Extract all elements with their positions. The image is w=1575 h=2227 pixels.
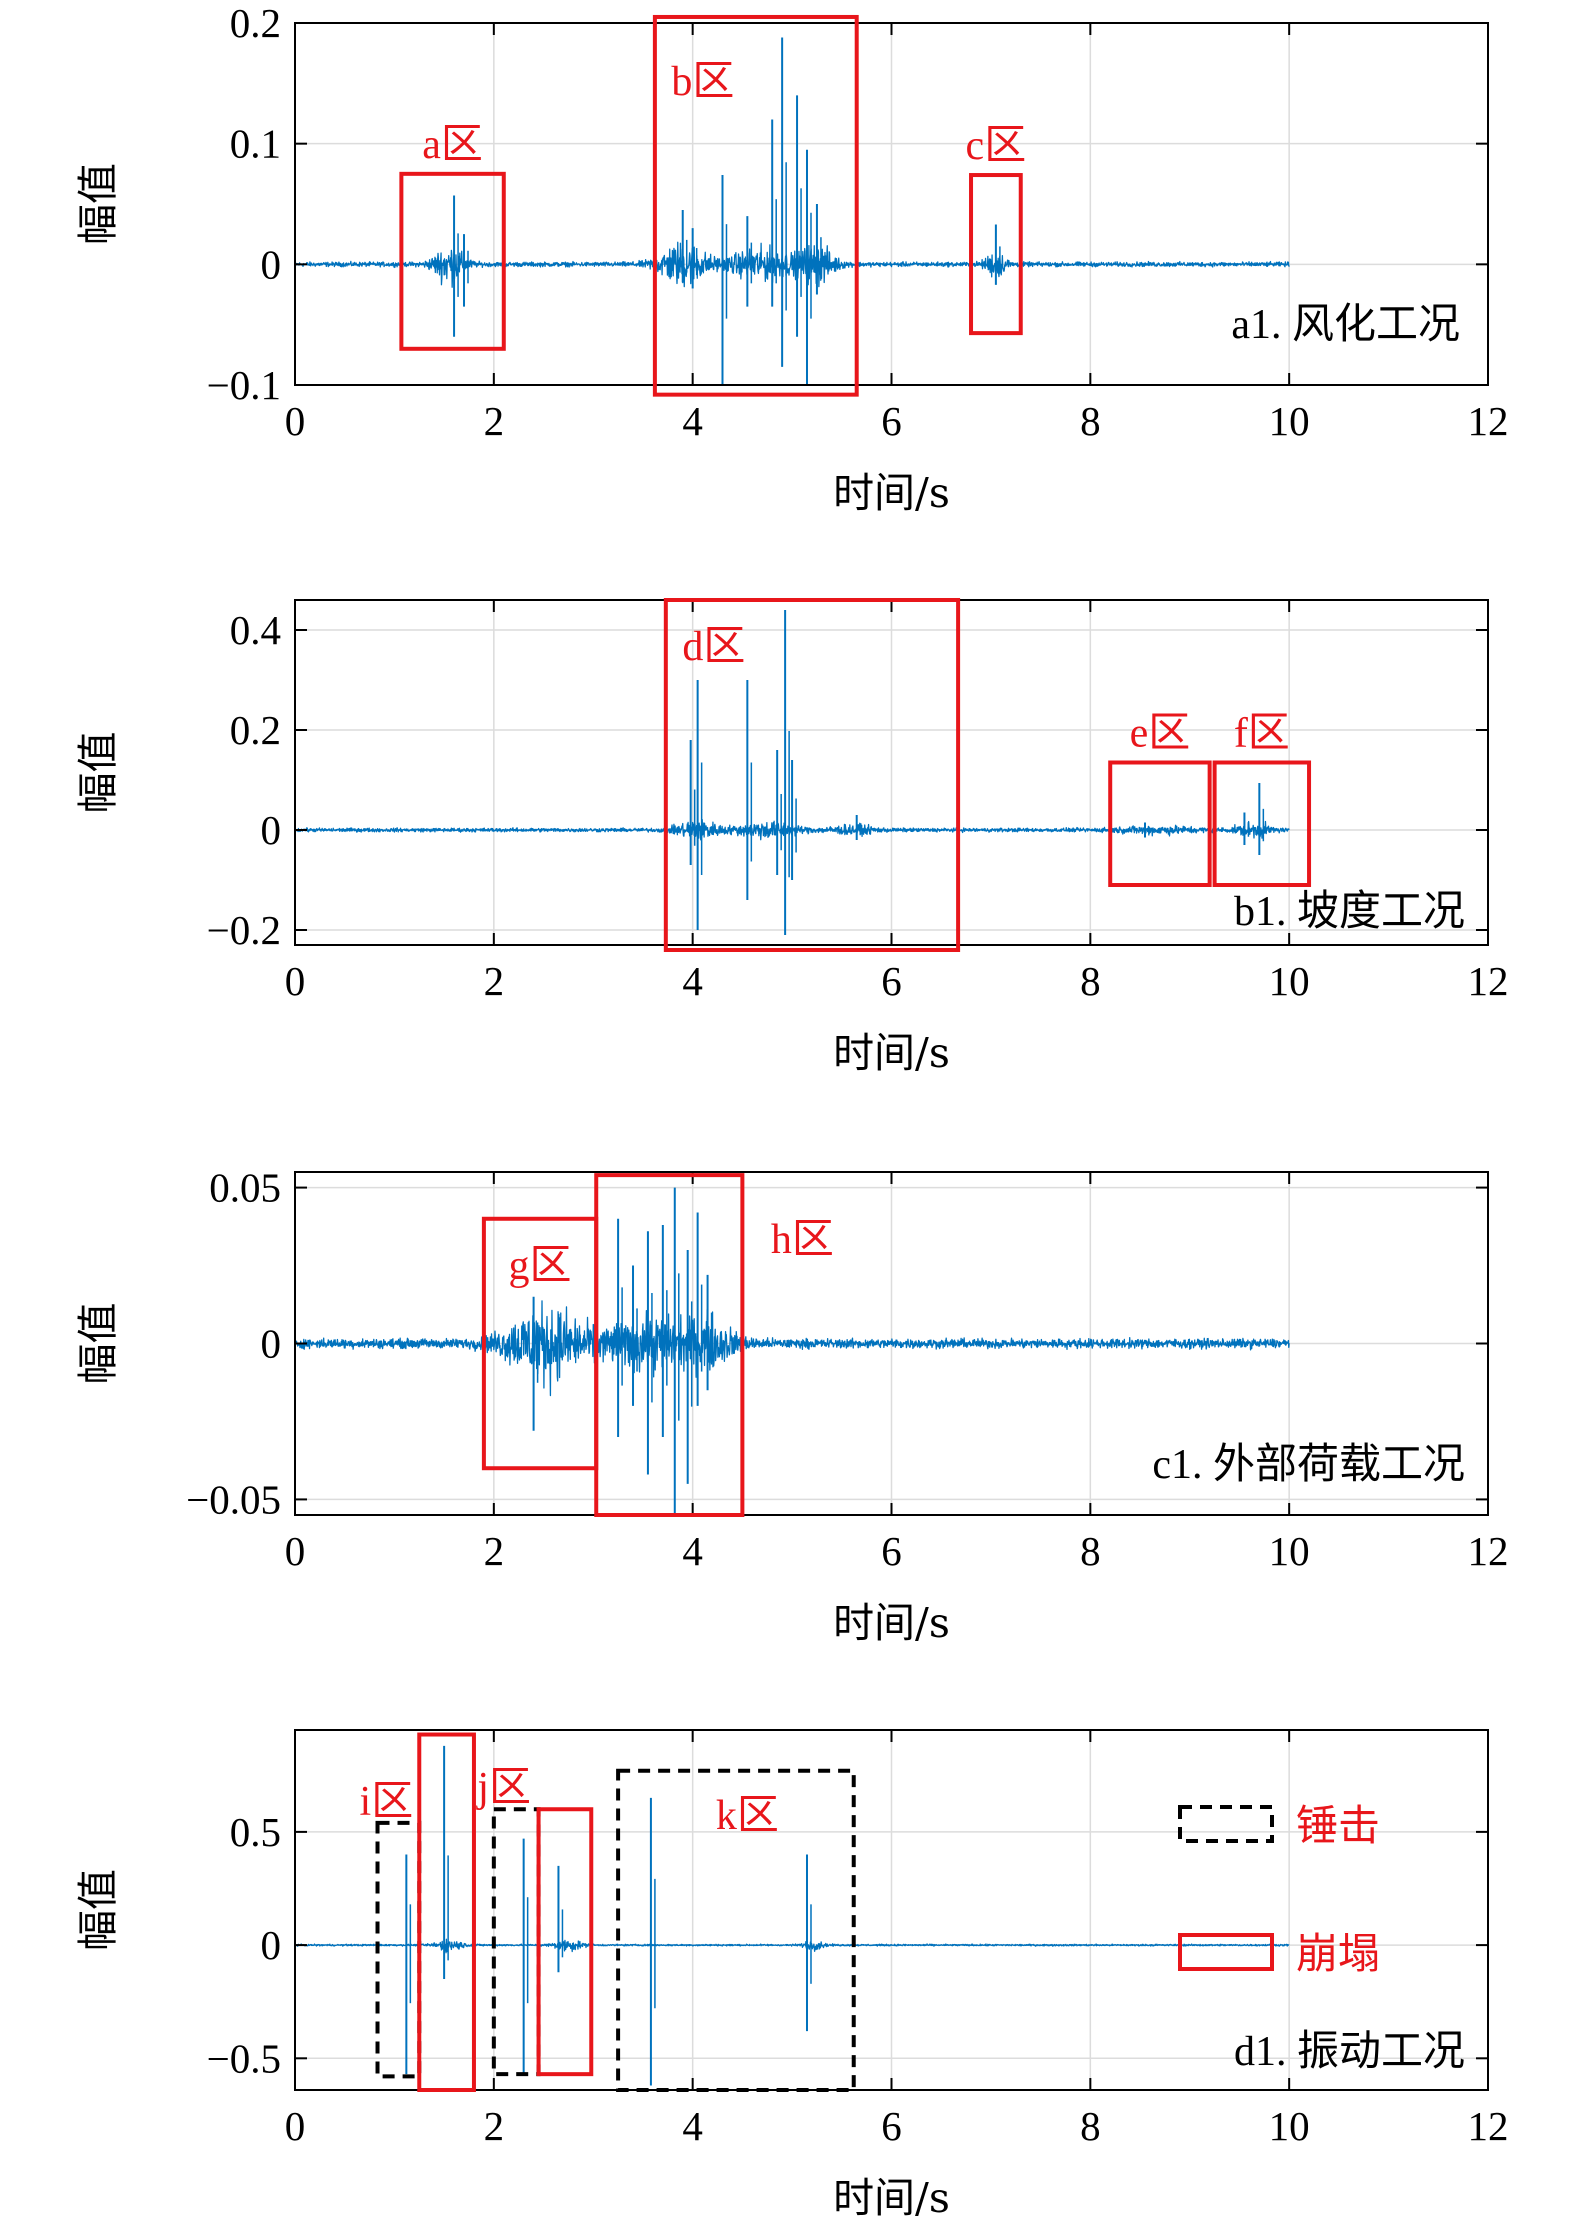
collapse-box xyxy=(594,1173,745,1517)
x-axis-label: 时间/s xyxy=(833,1599,950,1647)
x-tick-label: 6 xyxy=(881,1528,902,1574)
y-tick-label: 0.05 xyxy=(209,1165,281,1211)
y-tick-label: 0.5 xyxy=(230,1809,281,1855)
y-axis-label: 幅值 xyxy=(74,163,122,245)
x-tick-label: 10 xyxy=(1269,2103,1310,2149)
x-tick-label: 2 xyxy=(484,958,505,1004)
y-tick-label: 0 xyxy=(261,807,282,853)
legend-label: 崩塌 xyxy=(1296,1929,1380,1978)
y-axis-label: 幅值 xyxy=(74,1303,122,1385)
x-tick-label: 2 xyxy=(484,2103,505,2149)
signal-trace xyxy=(294,241,1290,288)
x-tick-label: 0 xyxy=(285,958,306,1004)
x-axis-label: 时间/s xyxy=(833,1029,950,1077)
hammer-box xyxy=(375,1820,422,2079)
x-tick-label: 10 xyxy=(1269,958,1310,1004)
y-axis-label: 幅值 xyxy=(74,1869,122,1951)
condition-label: c1. 外部荷载工况 xyxy=(1152,1442,1465,1488)
x-tick-label: 10 xyxy=(1269,398,1310,444)
x-tick-label: 12 xyxy=(1468,398,1509,444)
collapse-box xyxy=(969,173,1023,336)
x-tick-label: 4 xyxy=(682,958,703,1004)
x-tick-label: 6 xyxy=(881,958,902,1004)
y-tick-label: −0.05 xyxy=(186,1476,281,1522)
hammer-box xyxy=(491,1807,541,2077)
collapse-box xyxy=(1212,760,1312,887)
region-label: g区 xyxy=(509,1243,572,1289)
x-tick-label: 8 xyxy=(1080,1528,1101,1574)
y-tick-label: 0 xyxy=(261,1321,282,1367)
signal-trace xyxy=(294,1300,1290,1397)
region-label: b区 xyxy=(671,59,734,105)
region-label: e区 xyxy=(1130,711,1191,757)
x-tick-label: 6 xyxy=(881,2103,902,2149)
x-tick-label: 12 xyxy=(1468,1528,1509,1574)
x-tick-label: 0 xyxy=(285,2103,306,2149)
x-tick-label: 8 xyxy=(1080,398,1101,444)
collapse-box xyxy=(536,1807,594,2077)
x-tick-label: 2 xyxy=(484,398,505,444)
legend-hammer-swatch xyxy=(1178,1805,1274,1843)
region-label: c区 xyxy=(966,123,1027,169)
x-tick-label: 0 xyxy=(285,398,306,444)
x-tick-label: 4 xyxy=(682,1528,703,1574)
y-tick-label: 0 xyxy=(261,1922,282,1968)
x-axis-label: 时间/s xyxy=(833,2174,950,2222)
x-tick-label: 0 xyxy=(285,1528,306,1574)
x-tick-label: 12 xyxy=(1468,958,1509,1004)
y-axis-label: 幅值 xyxy=(74,732,122,814)
y-tick-label: 0 xyxy=(261,241,282,287)
collapse-box xyxy=(1108,760,1212,887)
legend-label: 锤击 xyxy=(1296,1801,1380,1850)
region-label: a区 xyxy=(422,122,483,168)
region-label: d区 xyxy=(682,624,745,670)
y-tick-label: −0.2 xyxy=(207,907,281,953)
condition-label: d1. 振动工况 xyxy=(1234,2029,1465,2075)
y-tick-label: −0.1 xyxy=(207,362,281,408)
condition-label: b1. 坡度工况 xyxy=(1234,889,1465,935)
collapse-box xyxy=(417,1732,476,2093)
x-tick-label: 4 xyxy=(682,2103,703,2149)
condition-label: a1. 风化工况 xyxy=(1231,302,1460,348)
x-tick-label: 8 xyxy=(1080,958,1101,1004)
x-tick-label: 8 xyxy=(1080,2103,1101,2149)
x-axis-label: 时间/s xyxy=(833,469,950,517)
collapse-box xyxy=(652,14,859,397)
hammer-box xyxy=(616,1768,856,2093)
x-tick-label: 10 xyxy=(1269,1528,1310,1574)
x-tick-label: 6 xyxy=(881,398,902,444)
region-label: j区 xyxy=(475,1765,531,1811)
x-tick-label: 12 xyxy=(1468,2103,1509,2149)
signal-trace xyxy=(294,1938,1290,1954)
collapse-box xyxy=(399,171,506,351)
y-tick-label: 0.2 xyxy=(230,0,281,46)
region-label: k区 xyxy=(716,1793,779,1839)
collapse-box xyxy=(663,598,961,952)
y-tick-label: 0.1 xyxy=(230,121,281,167)
y-tick-label: −0.5 xyxy=(207,2035,281,2081)
region-label: h区 xyxy=(771,1217,834,1263)
region-label: i区 xyxy=(360,1779,414,1825)
x-tick-label: 4 xyxy=(682,398,703,444)
y-tick-label: 0.2 xyxy=(230,707,281,753)
legend-collapse-swatch xyxy=(1178,1933,1274,1971)
y-tick-label: 0.4 xyxy=(230,607,281,653)
region-label: f区 xyxy=(1234,711,1290,757)
x-tick-label: 2 xyxy=(484,1528,505,1574)
